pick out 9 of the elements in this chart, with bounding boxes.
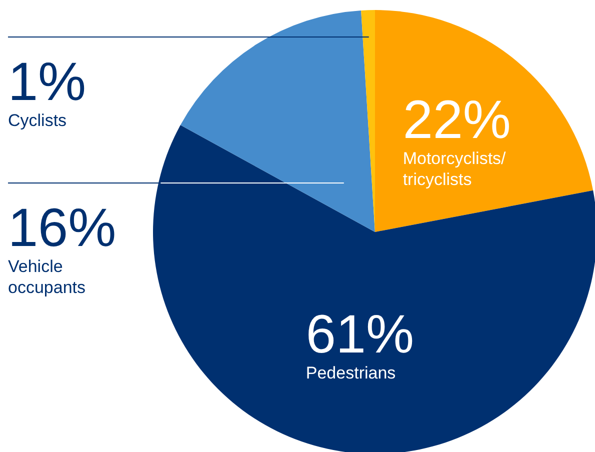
slice-label: Cyclists: [8, 111, 67, 130]
data-label: 22%: [402, 90, 511, 150]
slice-label: Pedestrians: [306, 364, 396, 383]
pie-slice: [180, 10, 375, 232]
data-label: 61%: [306, 304, 414, 365]
data-label: 1%: [8, 52, 86, 112]
data-label: 16%: [8, 198, 116, 258]
slice-label: Motorcyclists/ tricyclists: [402, 148, 506, 189]
slice-label: Vehicle occupants: [8, 257, 86, 297]
